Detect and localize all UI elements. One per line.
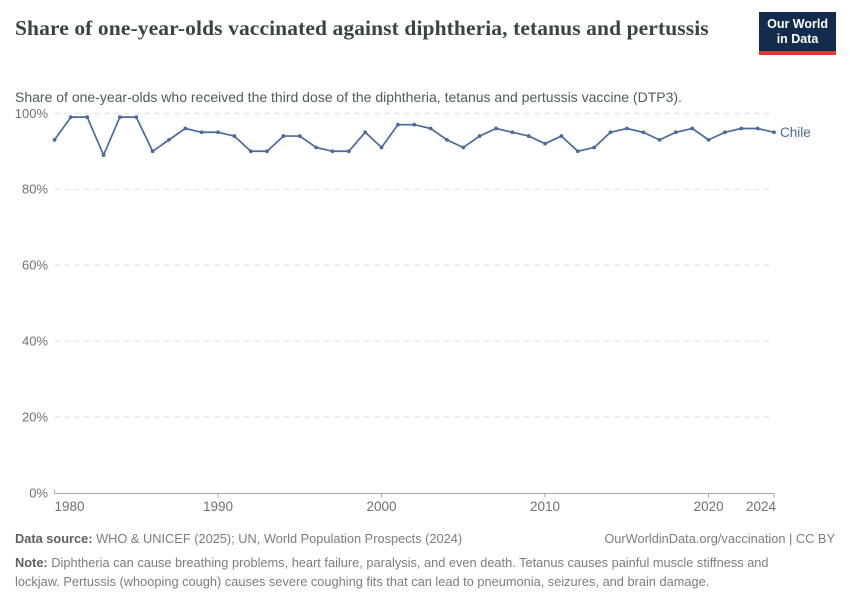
y-tick-label: 80% [22,182,48,197]
data-point [297,134,302,138]
y-tick-label: 20% [22,410,48,425]
chart-footer: Data source: WHO & UNICEF (2025); UN, Wo… [15,531,835,591]
page-title: Share of one-year-olds vaccinated agains… [15,16,709,40]
data-point [134,115,139,119]
data-point [543,141,547,146]
owid-license-link[interactable]: OurWorldinData.org/vaccination | CC BY [604,531,835,546]
data-point [592,145,597,150]
y-tick-label: 40% [22,334,48,349]
x-tick-label: 2010 [530,499,560,514]
data-point [526,134,531,138]
data-point [199,130,204,135]
data-point [248,149,253,154]
data-point [641,130,646,135]
data-point [706,137,711,142]
data-point [575,149,580,154]
owid-logo-line1: Our World [767,17,828,31]
x-tick-label: 1980 [55,499,85,514]
data-point [723,130,727,135]
data-point [150,149,155,154]
x-tick-label: 2000 [367,499,397,514]
source-row: Data source: WHO & UNICEF (2025); UN, Wo… [15,531,835,546]
x-tick-label: 1990 [203,499,233,514]
data-point [772,130,776,135]
data-point [379,145,384,150]
data-point [559,134,564,138]
y-tick-label: 60% [22,258,48,273]
data-point [330,149,335,154]
y-tick-label: 0% [29,486,48,501]
owid-logo-line2: in Data [776,31,819,46]
data-point [608,130,613,135]
chart-note: Note: Diphtheria can cause breathing pro… [15,553,791,591]
data-point [657,137,662,142]
data-point [494,126,498,131]
data-point [183,126,188,131]
data-point [167,137,171,142]
data-point [445,137,449,142]
data-point [412,122,417,127]
data-point [281,134,286,138]
data-source-text: WHO & UNICEF (2025); UN, World Populatio… [92,531,463,546]
data-point [314,145,319,150]
data-point [85,115,90,119]
data-point [68,115,73,119]
y-tick-label: 100% [15,106,49,121]
data-point [101,153,106,157]
x-tick-label: 2024 [746,499,777,514]
data-point [216,130,220,135]
note-text: Diphtheria can cause breathing problems,… [15,555,769,590]
data-point [52,137,57,142]
data-point [395,122,400,127]
data-point [232,134,237,138]
data-point [673,130,678,135]
data-source: Data source: WHO & UNICEF (2025); UN, Wo… [15,531,462,546]
series-label[interactable]: Chile [780,125,811,140]
data-source-label: Data source: [15,531,93,546]
data-point [739,126,744,131]
owid-logo[interactable]: Our World in Data [759,12,836,55]
data-point [428,126,433,131]
data-point [363,130,368,135]
data-point [477,134,482,138]
data-point [461,145,466,150]
plot-area[interactable] [55,113,775,493]
data-point [624,126,629,131]
data-point [755,126,760,131]
data-point [510,130,515,135]
chart-subtitle: Share of one-year-olds who received the … [15,89,682,105]
note-label: Note: [15,555,48,570]
x-tick-label: 2020 [694,499,724,514]
data-point [265,149,269,154]
data-point [690,126,695,131]
data-point [346,149,351,154]
data-point [118,115,122,119]
